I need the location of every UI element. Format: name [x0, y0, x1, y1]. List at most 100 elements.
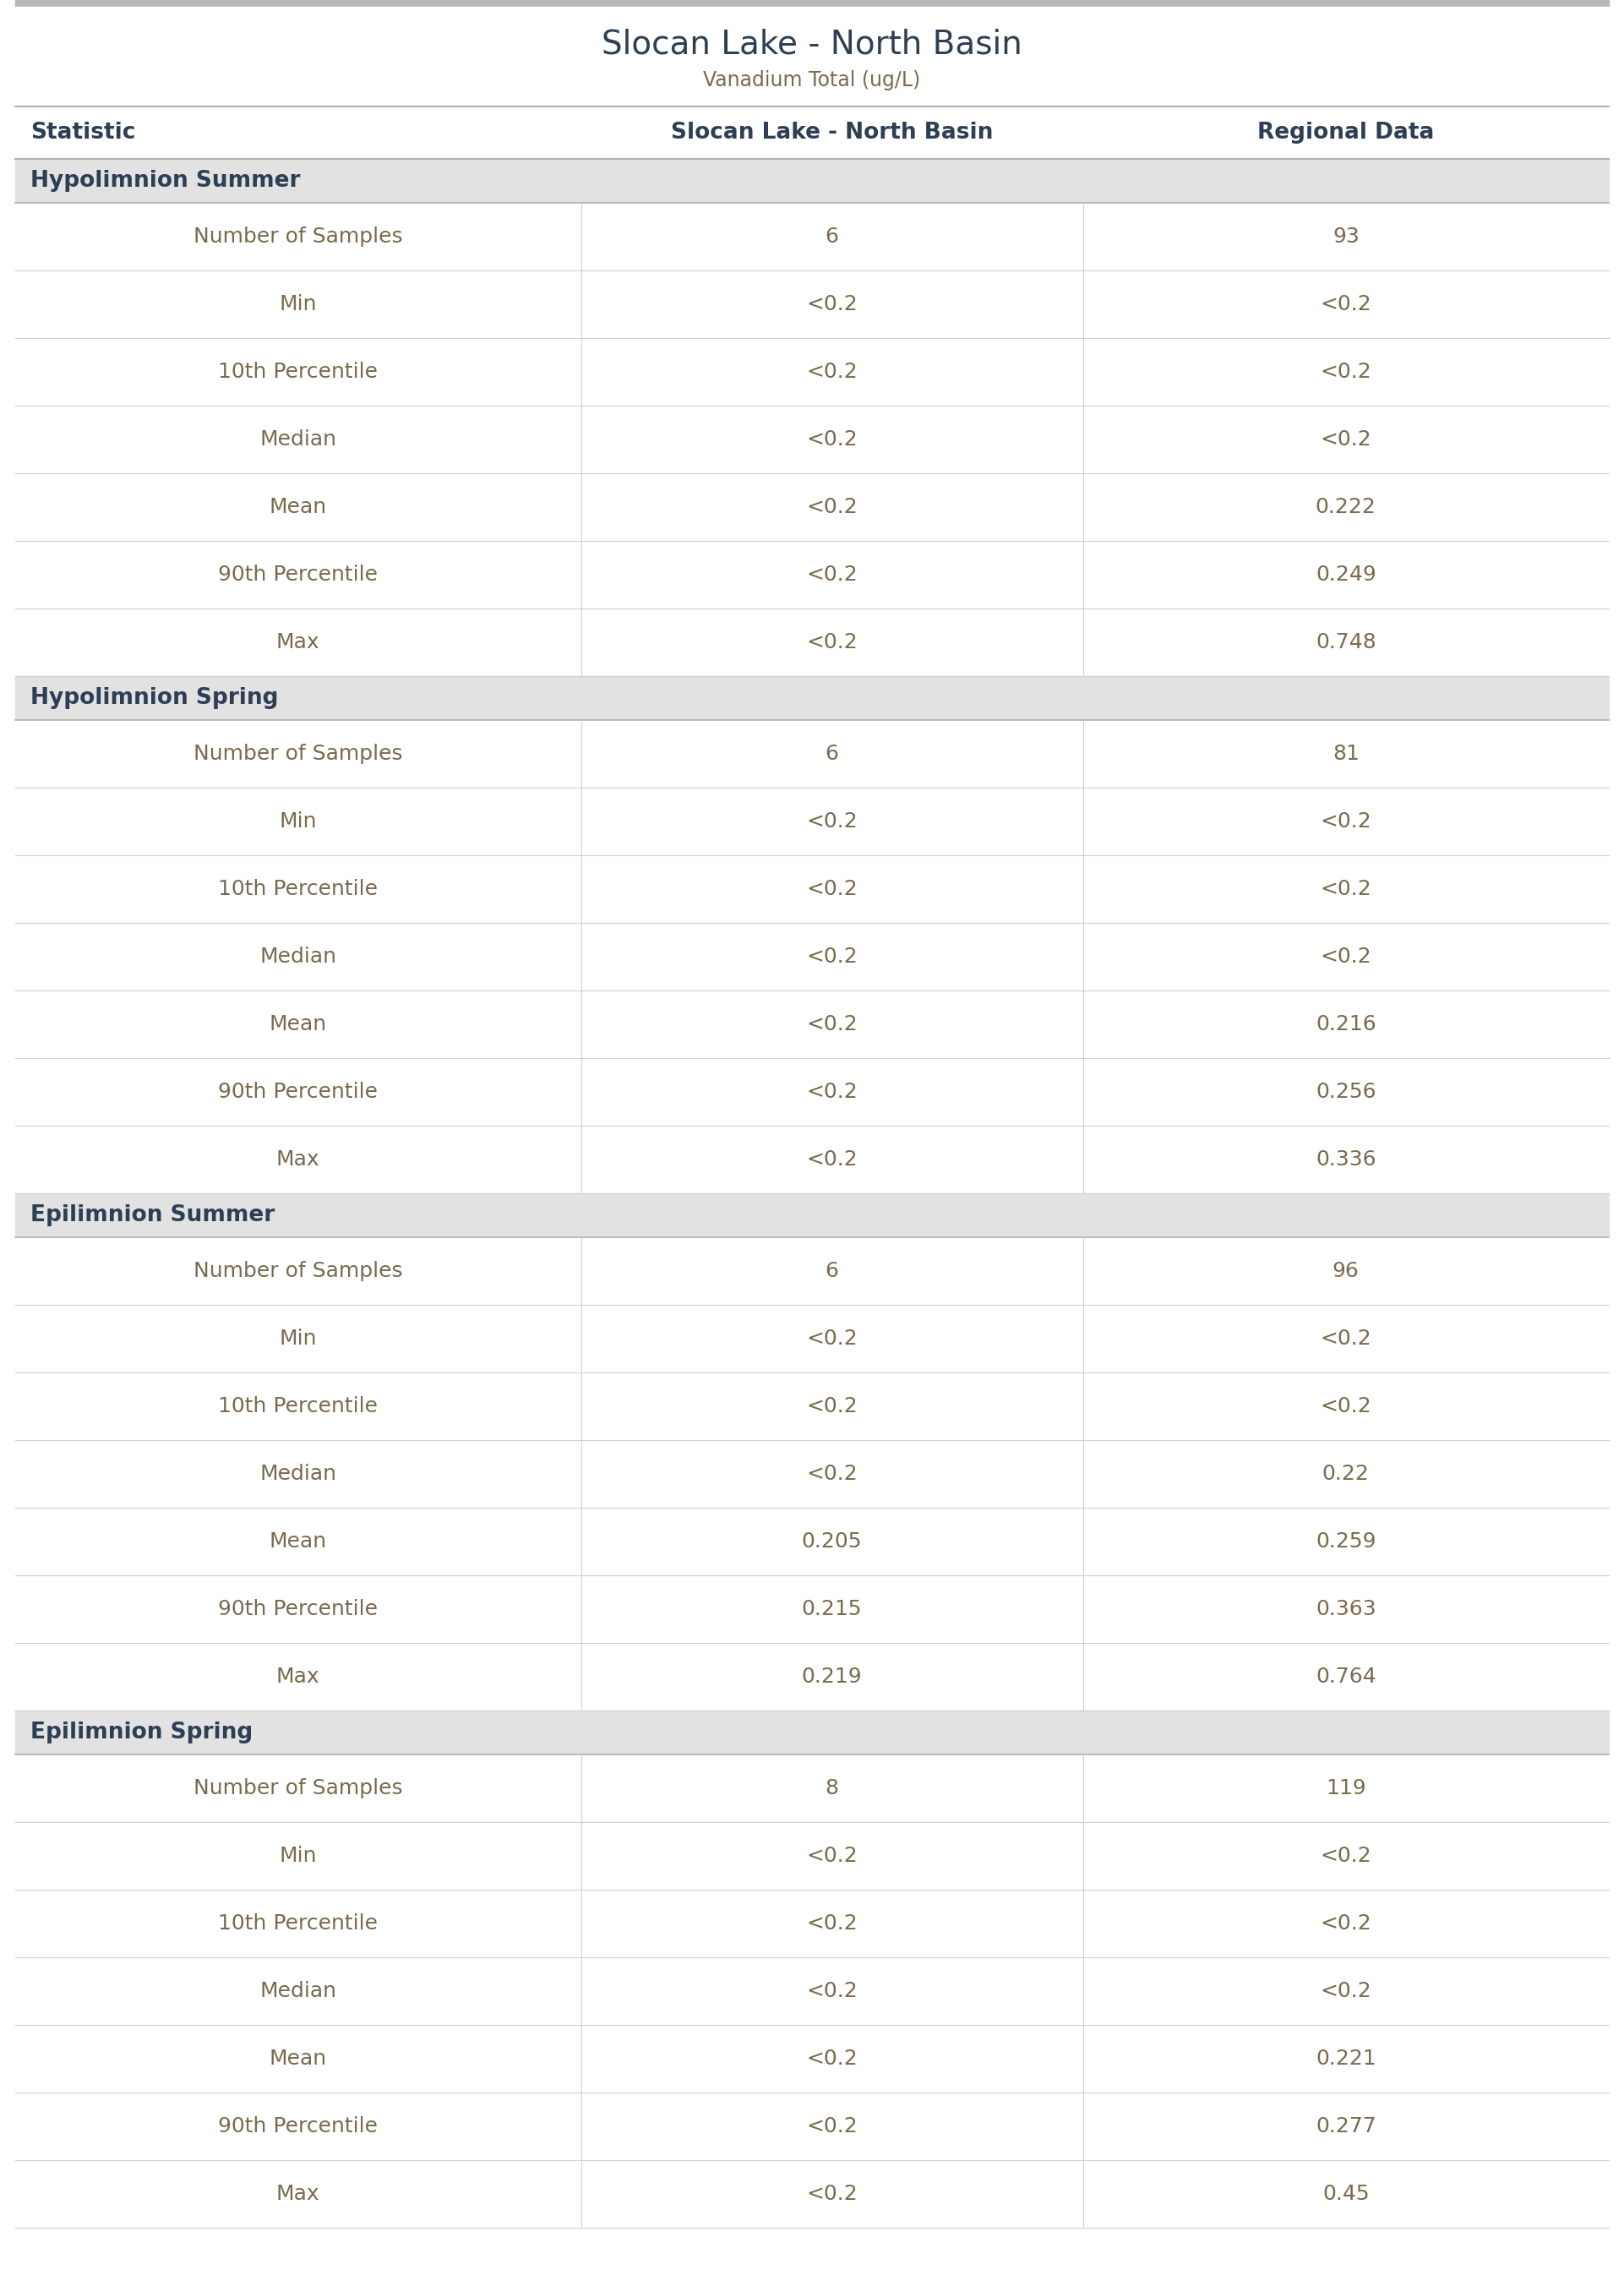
Text: <0.2: <0.2	[806, 497, 857, 518]
Text: Slocan Lake - North Basin: Slocan Lake - North Basin	[603, 30, 1021, 61]
Text: Number of Samples: Number of Samples	[193, 1777, 403, 1798]
Bar	[15, 1439, 1609, 1507]
Text: <0.2: <0.2	[806, 631, 857, 651]
Bar	[15, 540, 1609, 608]
Text: <0.2: <0.2	[1320, 361, 1372, 381]
Text: 6: 6	[825, 1260, 838, 1280]
Text: Median: Median	[260, 947, 336, 967]
Text: <0.2: <0.2	[806, 361, 857, 381]
Text: Median: Median	[260, 429, 336, 449]
Text: Mean: Mean	[270, 2048, 326, 2068]
Bar	[15, 1058, 1609, 1126]
Text: <0.2: <0.2	[806, 1328, 857, 1348]
Text: 0.219: 0.219	[802, 1666, 862, 1687]
Bar	[15, 1755, 1609, 1823]
Text: 0.363: 0.363	[1315, 1598, 1376, 1619]
Text: Mean: Mean	[270, 1532, 326, 1553]
Text: 0.22: 0.22	[1322, 1464, 1369, 1485]
Text: 90th Percentile: 90th Percentile	[218, 1598, 378, 1619]
Text: Median: Median	[260, 1464, 336, 1485]
Text: 0.221: 0.221	[1315, 2048, 1376, 2068]
Text: <0.2: <0.2	[806, 1015, 857, 1035]
Text: <0.2: <0.2	[806, 1464, 857, 1485]
Text: Max: Max	[276, 1149, 320, 1169]
Text: 6: 6	[825, 745, 838, 765]
Bar	[15, 1889, 1609, 1957]
Bar	[15, 608, 1609, 676]
Text: <0.2: <0.2	[1320, 429, 1372, 449]
Text: <0.2: <0.2	[806, 1083, 857, 1101]
Bar	[15, 1126, 1609, 1194]
Text: Max: Max	[276, 1666, 320, 1687]
Text: Epilimnion Summer: Epilimnion Summer	[31, 1205, 274, 1226]
Text: 81: 81	[1332, 745, 1359, 765]
Text: <0.2: <0.2	[1320, 1328, 1372, 1348]
Text: <0.2: <0.2	[806, 947, 857, 967]
Text: Max: Max	[276, 631, 320, 651]
Text: <0.2: <0.2	[806, 2184, 857, 2204]
Text: <0.2: <0.2	[1320, 810, 1372, 831]
Bar	[15, 856, 1609, 924]
Bar	[15, 2093, 1609, 2161]
Bar	[15, 0, 1609, 7]
Text: 0.259: 0.259	[1315, 1532, 1376, 1553]
Text: <0.2: <0.2	[1320, 1846, 1372, 1866]
Text: Hypolimnion Spring: Hypolimnion Spring	[31, 688, 278, 708]
Text: 90th Percentile: 90th Percentile	[218, 1083, 378, 1101]
Text: <0.2: <0.2	[806, 1846, 857, 1866]
Bar	[15, 202, 1609, 270]
Text: Median: Median	[260, 1982, 336, 2002]
Bar	[15, 1194, 1609, 1237]
Bar	[15, 472, 1609, 540]
Bar	[15, 1237, 1609, 1305]
Bar	[15, 676, 1609, 720]
Bar	[15, 2161, 1609, 2227]
Text: 0.764: 0.764	[1315, 1666, 1376, 1687]
Text: Number of Samples: Number of Samples	[193, 227, 403, 247]
Text: 0.256: 0.256	[1315, 1083, 1376, 1101]
Bar	[15, 270, 1609, 338]
Text: <0.2: <0.2	[806, 429, 857, 449]
Bar	[15, 2025, 1609, 2093]
Text: 10th Percentile: 10th Percentile	[218, 361, 378, 381]
Text: <0.2: <0.2	[1320, 947, 1372, 967]
Text: 0.45: 0.45	[1322, 2184, 1369, 2204]
Text: 6: 6	[825, 227, 838, 247]
Text: 10th Percentile: 10th Percentile	[218, 1396, 378, 1416]
Text: Min: Min	[279, 1328, 317, 1348]
Text: <0.2: <0.2	[1320, 1914, 1372, 1934]
Text: 96: 96	[1332, 1260, 1359, 1280]
Text: Min: Min	[279, 1846, 317, 1866]
Text: Number of Samples: Number of Samples	[193, 1260, 403, 1280]
Text: Hypolimnion Summer: Hypolimnion Summer	[31, 170, 300, 193]
Text: <0.2: <0.2	[1320, 1396, 1372, 1416]
Text: 10th Percentile: 10th Percentile	[218, 878, 378, 899]
Text: <0.2: <0.2	[806, 2116, 857, 2136]
Text: <0.2: <0.2	[806, 565, 857, 586]
Text: 10th Percentile: 10th Percentile	[218, 1914, 378, 1934]
Bar	[15, 1305, 1609, 1373]
Text: 0.249: 0.249	[1315, 565, 1376, 586]
Text: <0.2: <0.2	[806, 295, 857, 313]
Bar	[15, 107, 1609, 159]
Bar	[15, 990, 1609, 1058]
Text: <0.2: <0.2	[806, 1982, 857, 2002]
Text: 0.205: 0.205	[802, 1532, 862, 1553]
Bar	[15, 1823, 1609, 1889]
Text: Number of Samples: Number of Samples	[193, 745, 403, 765]
Text: <0.2: <0.2	[806, 1914, 857, 1934]
Bar	[15, 1643, 1609, 1712]
Text: 0.277: 0.277	[1315, 2116, 1376, 2136]
Text: Statistic: Statistic	[31, 123, 135, 143]
Text: 0.748: 0.748	[1315, 631, 1376, 651]
Text: <0.2: <0.2	[1320, 878, 1372, 899]
Bar	[15, 1957, 1609, 2025]
Text: 8: 8	[825, 1777, 838, 1798]
Text: Mean: Mean	[270, 1015, 326, 1035]
Bar	[15, 1575, 1609, 1643]
Bar	[15, 1712, 1609, 1755]
Text: Min: Min	[279, 810, 317, 831]
Text: <0.2: <0.2	[806, 878, 857, 899]
Text: <0.2: <0.2	[806, 810, 857, 831]
Text: 0.336: 0.336	[1315, 1149, 1376, 1169]
